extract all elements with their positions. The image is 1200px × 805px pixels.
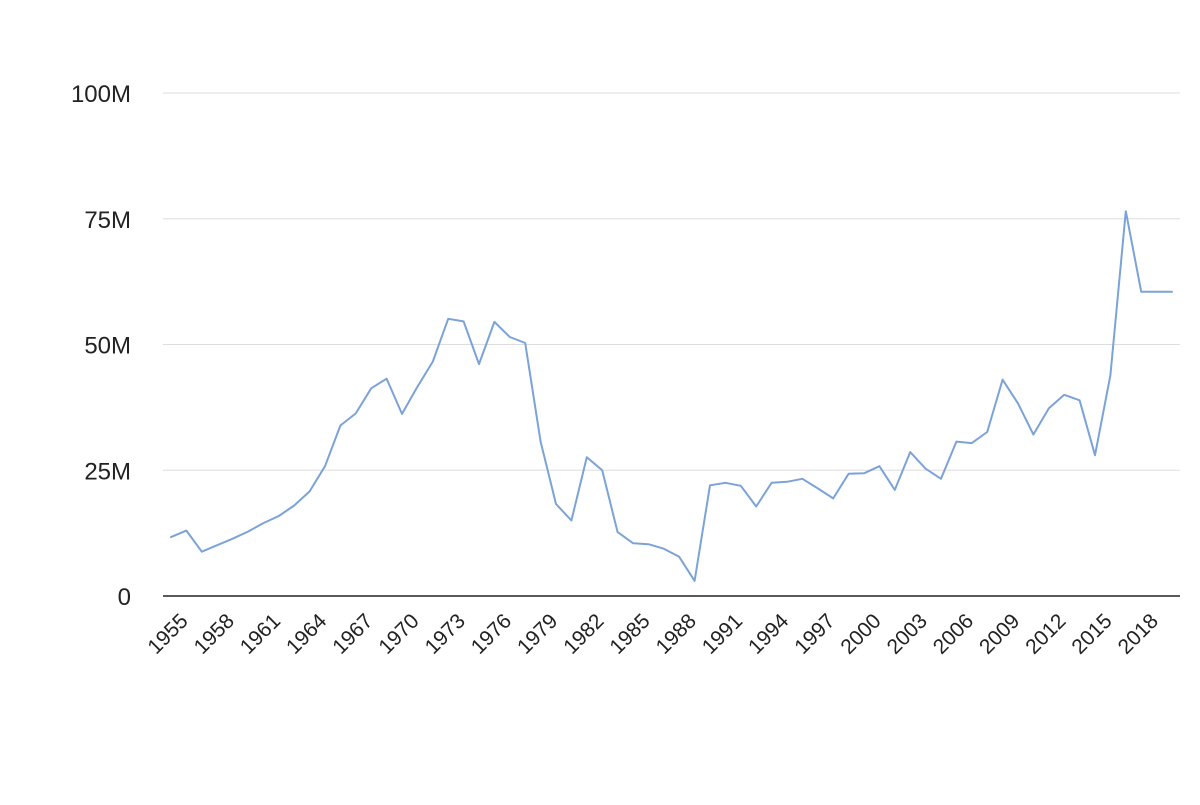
x-tick-label: 2015 (1067, 609, 1116, 658)
x-tick-label: 1982 (559, 609, 608, 658)
x-tick-label: 1958 (190, 609, 239, 658)
x-tick-label: 1970 (374, 609, 423, 658)
x-tick-label: 1997 (790, 609, 839, 658)
x-tick-label: 1961 (236, 609, 285, 658)
x-tick-label: 1955 (143, 609, 192, 658)
x-tick-label: 2012 (1021, 609, 1070, 658)
series-layer (170, 210, 1173, 582)
y-tick-label: 75M (84, 207, 131, 234)
x-tick-label: 1988 (652, 609, 701, 658)
x-tick-label: 1991 (698, 609, 747, 658)
gridlines (163, 92, 1180, 471)
x-tick-label: 1979 (513, 609, 562, 658)
x-tick-label: 2003 (883, 609, 932, 658)
x-tick-label: 1964 (282, 609, 332, 659)
x-tick-label: 1973 (421, 609, 470, 658)
y-axis-tick-labels: 0 25M 50M 75M 100M (71, 81, 131, 611)
x-tick-label: 1994 (744, 609, 794, 659)
y-tick-label: 25M (84, 458, 131, 485)
x-tick-label: 1967 (328, 609, 377, 658)
x-tick-label: 2018 (1114, 609, 1163, 658)
y-tick-label: 50M (84, 333, 131, 360)
x-tick-label: 1976 (467, 609, 516, 658)
x-tick-label: 2009 (975, 609, 1024, 658)
y-tick-label: 100M (71, 81, 131, 108)
series-line (170, 210, 1173, 582)
x-tick-label: 2000 (836, 609, 885, 658)
x-axis-tick-labels: 1955195819611964196719701973197619791982… (143, 609, 1162, 659)
y-tick-label: 0 (118, 584, 131, 611)
x-tick-label: 2006 (929, 609, 978, 658)
x-tick-label: 1985 (605, 609, 654, 658)
